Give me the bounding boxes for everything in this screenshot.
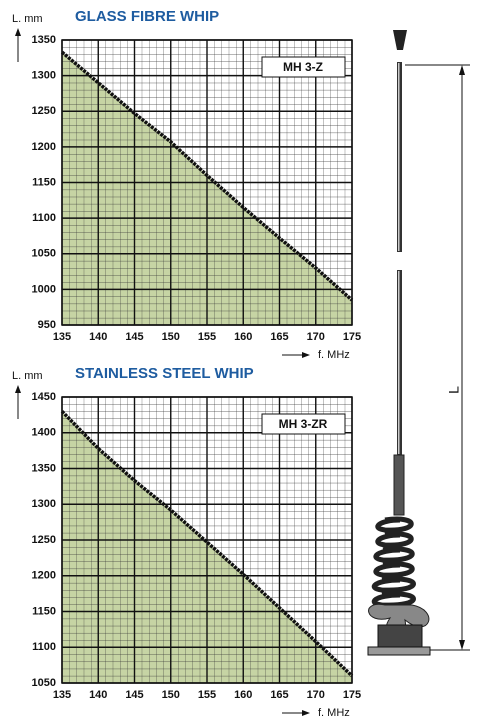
y-axis-label: L. mm	[12, 370, 43, 382]
chart-title: STAINLESS STEEL WHIP	[75, 365, 254, 382]
x-tick-label: 155	[198, 689, 216, 701]
annotation: MH 3-ZR	[279, 417, 328, 431]
antenna-mount	[367, 646, 431, 656]
line	[60, 50, 354, 302]
y-tick-label: 1050	[32, 248, 56, 260]
y-tick-label: 1250	[32, 534, 56, 546]
arrow-head	[302, 710, 310, 716]
x-tick-label: 135	[53, 689, 71, 701]
antenna-tip	[393, 30, 407, 50]
x-tick-label: 135	[53, 331, 71, 343]
chart-title: GLASS FIBRE WHIP	[75, 8, 219, 25]
x-tick-label: 175	[343, 331, 361, 343]
rod-highlight	[398, 271, 400, 454]
antenna: L	[367, 30, 470, 656]
x-tick-label: 165	[270, 331, 288, 343]
annotation: MH 3-Z	[283, 60, 323, 74]
x-tick-label: 160	[234, 689, 252, 701]
x-tick-label: 145	[125, 689, 143, 701]
antenna-ferrule	[393, 454, 405, 516]
x-tick-label: 165	[270, 689, 288, 701]
y-tick-label: 1100	[32, 212, 56, 224]
y-tick-label: 1300	[32, 70, 56, 82]
y-tick-label: 1300	[32, 498, 56, 510]
rod-highlight	[398, 63, 400, 251]
y-tick-label: 950	[38, 319, 56, 331]
x-tick-label: 140	[89, 689, 107, 701]
y-tick-label: 1100	[32, 641, 56, 653]
y-tick-label: 1200	[32, 570, 56, 582]
x-tick-label: 140	[89, 331, 107, 343]
dimension-label: L	[446, 386, 462, 394]
line	[60, 410, 354, 678]
y-axis-label: L. mm	[12, 13, 43, 25]
plot-frame	[61, 396, 353, 684]
x-tick-label: 175	[343, 689, 361, 701]
arrow-head	[302, 352, 310, 358]
arrow-head	[15, 28, 21, 36]
y-tick-label: 1350	[32, 34, 56, 46]
y-tick-label: 1400	[32, 427, 56, 439]
x-tick-label: 150	[162, 689, 180, 701]
y-tick-label: 1000	[32, 283, 56, 295]
x-axis-label: f. MHz	[318, 349, 350, 361]
plot-frame	[61, 39, 353, 326]
x-tick-label: 170	[307, 689, 325, 701]
chart: GLASS FIBRE WHIP L. mm f. MHz 950 1000 1050 11…	[12, 8, 361, 361]
chart: STAINLESS STEEL WHIP L. mm f. MHz 1050 1100 1…	[12, 365, 361, 719]
y-tick-label: 1150	[32, 605, 56, 617]
annotation-box	[261, 413, 346, 435]
y-tick-label: 1250	[32, 105, 56, 117]
antenna-spring	[371, 516, 416, 608]
annotation-box	[261, 56, 346, 78]
x-tick-label: 170	[307, 331, 325, 343]
x-tick-label: 150	[162, 331, 180, 343]
x-tick-label: 160	[234, 331, 252, 343]
x-axis-label: f. MHz	[318, 707, 350, 719]
antenna-base	[377, 624, 423, 648]
x-tick-label: 145	[125, 331, 143, 343]
y-tick-label: 1200	[32, 141, 56, 153]
x-tick-label: 155	[198, 331, 216, 343]
y-tick-label: 1050	[32, 677, 56, 689]
arrow-head	[15, 385, 21, 393]
y-tick-label: 1350	[32, 462, 56, 474]
y-tick-label: 1450	[32, 391, 56, 403]
y-tick-label: 1150	[32, 176, 56, 188]
